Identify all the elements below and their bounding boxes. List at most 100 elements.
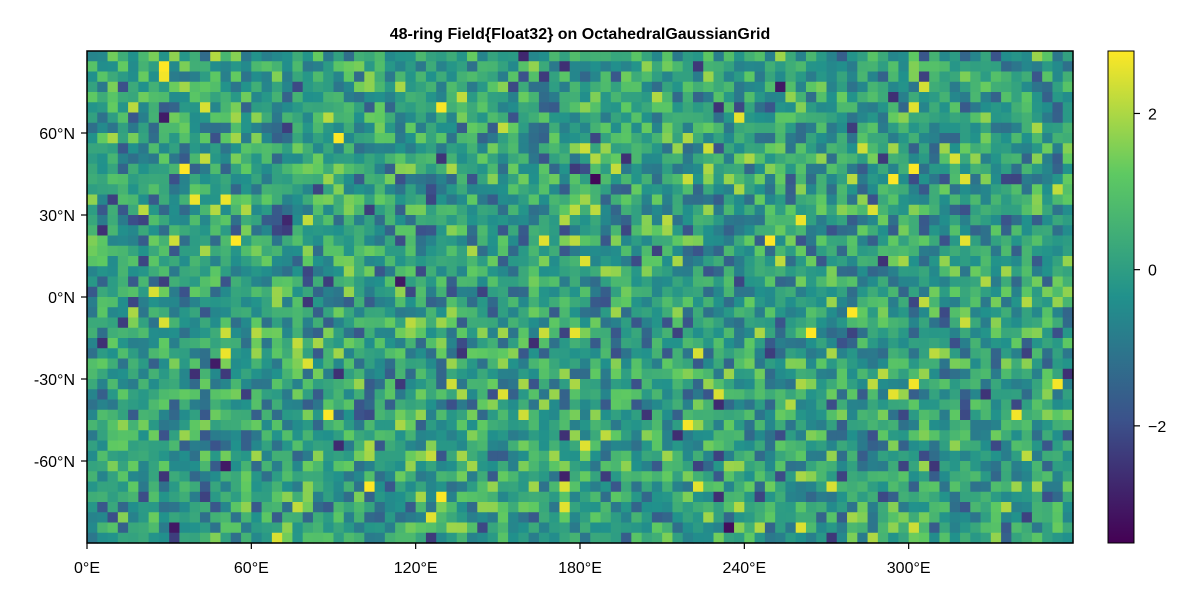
heatmap-cell	[939, 327, 951, 339]
heatmap-cell	[158, 286, 170, 298]
heatmap-cell	[456, 481, 468, 493]
heatmap-cell	[395, 307, 406, 319]
heatmap-cell	[734, 225, 745, 237]
heatmap-cell	[251, 276, 263, 288]
heatmap-cell	[97, 215, 109, 226]
heatmap-cell	[970, 112, 982, 124]
heatmap-cell	[888, 297, 899, 308]
heatmap-cell	[241, 71, 252, 83]
heatmap-cell	[138, 450, 150, 462]
heatmap-cell	[405, 348, 417, 360]
heatmap-cell	[600, 92, 612, 103]
heatmap-cell	[230, 112, 242, 124]
heatmap-cell	[487, 297, 499, 308]
heatmap-cell	[405, 102, 417, 114]
heatmap-cell	[477, 430, 489, 442]
heatmap-cell	[600, 245, 612, 257]
heatmap-cell	[518, 204, 530, 216]
heatmap-cell	[990, 245, 1002, 257]
heatmap-cell	[888, 122, 899, 134]
heatmap-cell	[436, 532, 448, 544]
heatmap-cell	[395, 297, 406, 308]
heatmap-cell	[508, 471, 519, 483]
heatmap-cell	[456, 184, 468, 196]
heatmap-cell	[477, 286, 489, 298]
heatmap-cell	[395, 317, 406, 329]
heatmap-cell	[364, 112, 376, 124]
heatmap-cell	[559, 122, 571, 134]
heatmap-cell	[477, 409, 489, 421]
heatmap-cell	[251, 471, 263, 483]
heatmap-cell	[970, 286, 982, 298]
heatmap-cell	[354, 420, 365, 431]
heatmap-cell	[1062, 245, 1074, 257]
heatmap-cell	[292, 358, 304, 370]
heatmap-cell	[384, 379, 396, 390]
heatmap-cell	[641, 297, 653, 308]
heatmap-cell	[929, 174, 941, 185]
heatmap-cell	[549, 307, 561, 319]
heatmap-cell	[908, 81, 920, 93]
heatmap-cell	[87, 379, 98, 390]
heatmap-cell	[723, 338, 735, 349]
heatmap-cell	[877, 184, 889, 196]
heatmap-cell	[169, 420, 181, 431]
heatmap-cell	[128, 286, 139, 298]
heatmap-cell	[97, 225, 109, 237]
heatmap-cell	[580, 430, 591, 442]
heatmap-cell	[1062, 502, 1074, 513]
heatmap-cell	[651, 174, 663, 185]
heatmap-cell	[569, 348, 581, 360]
heatmap-cell	[929, 440, 941, 452]
heatmap-cell	[703, 174, 715, 185]
heatmap-cell	[128, 204, 139, 216]
heatmap-cell	[569, 235, 581, 247]
heatmap-cell	[775, 440, 787, 452]
heatmap-cell	[364, 276, 376, 288]
heatmap-cell	[744, 348, 756, 360]
heatmap-cell	[271, 112, 283, 124]
heatmap-cell	[395, 61, 406, 73]
heatmap-cell	[867, 358, 879, 370]
heatmap-cell	[374, 286, 386, 298]
heatmap-cell	[487, 461, 499, 472]
heatmap-cell	[1001, 348, 1012, 360]
heatmap-cell	[477, 112, 489, 124]
heatmap-cell	[415, 133, 427, 144]
heatmap-cell	[857, 225, 869, 237]
heatmap-cell	[1052, 112, 1064, 124]
heatmap-cell	[764, 286, 776, 298]
heatmap-cell	[795, 440, 807, 452]
heatmap-cell	[1021, 502, 1033, 513]
heatmap-cell	[241, 379, 252, 390]
heatmap-cell	[621, 143, 632, 155]
heatmap-cell	[189, 399, 201, 411]
heatmap-cell	[446, 307, 458, 319]
heatmap-cell	[990, 286, 1002, 298]
heatmap-cell	[847, 327, 858, 339]
heatmap-cell	[713, 92, 725, 103]
heatmap-cell	[1001, 338, 1012, 349]
heatmap-cell	[128, 532, 139, 544]
heatmap-cell	[631, 133, 643, 144]
heatmap-cell	[703, 491, 715, 503]
heatmap-cell	[918, 461, 930, 472]
heatmap-cell	[282, 92, 294, 103]
heatmap-cell	[662, 51, 674, 62]
heatmap-cell	[990, 276, 1002, 288]
heatmap-cell	[436, 317, 448, 329]
heatmap-cell	[867, 399, 879, 411]
heatmap-cell	[302, 133, 314, 144]
heatmap-cell	[1011, 327, 1023, 339]
heatmap-cell	[354, 502, 365, 513]
heatmap-cell	[1042, 112, 1054, 124]
heatmap-cell	[960, 317, 971, 329]
heatmap-cell	[805, 348, 817, 360]
heatmap-cell	[415, 409, 427, 421]
heatmap-cell	[723, 512, 735, 524]
heatmap-cell	[425, 174, 437, 185]
heatmap-cell	[621, 61, 632, 73]
heatmap-cell	[425, 317, 437, 329]
heatmap-cell	[764, 307, 776, 319]
heatmap-cell	[764, 153, 776, 165]
